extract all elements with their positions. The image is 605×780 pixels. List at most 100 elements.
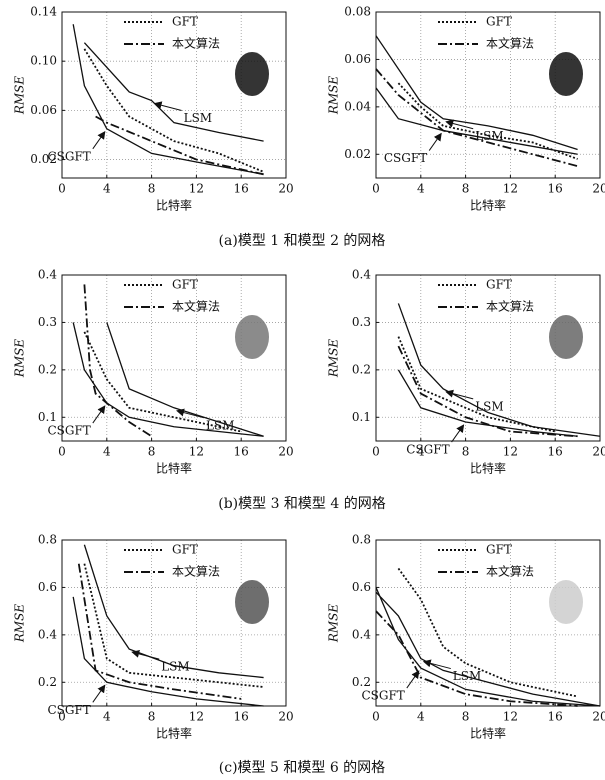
y-tick-label: 0.3: [352, 315, 371, 329]
y-tick-label: 0.6: [352, 580, 371, 594]
x-tick-label: 4: [103, 710, 111, 724]
y-tick-label: 0.8: [38, 533, 57, 547]
line-series: [83, 563, 264, 688]
annotation-arrow: [153, 101, 182, 112]
x-tick-label: 12: [189, 182, 204, 196]
line-series: [397, 82, 578, 160]
annotation: LSM: [475, 399, 503, 413]
annotation-arrow: [451, 424, 465, 443]
line-series: [397, 303, 601, 437]
x-tick-label: 4: [103, 445, 111, 459]
annotation-arrow: [131, 649, 160, 660]
line-series: [72, 24, 264, 175]
x-tick-label: 0: [372, 445, 380, 459]
caption: (b)模型 3 和模型 4 的网格: [218, 496, 386, 512]
legend-label: 本文算法: [486, 36, 534, 51]
annotation: CSGFT: [361, 689, 404, 703]
x-tick-label: 16: [234, 710, 249, 724]
x-tick-label: 12: [503, 710, 518, 724]
legend-label: GFT: [172, 15, 198, 29]
y-tick-label: 0.6: [38, 580, 57, 594]
legend-label: 本文算法: [172, 564, 220, 579]
y-tick-label: 0.08: [344, 5, 371, 19]
line-series: [106, 322, 264, 437]
x-tick-label: 0: [372, 710, 380, 724]
y-axis-label: RMSE: [327, 604, 341, 644]
y-tick-label: 0.1: [352, 410, 371, 424]
annotation: LSM: [453, 669, 481, 683]
line-series: [375, 87, 578, 155]
model-image: [235, 52, 269, 96]
model-image: [235, 580, 269, 624]
legend-label: GFT: [172, 543, 198, 557]
line-series: [72, 596, 264, 707]
annotation: CSGFT: [47, 703, 90, 717]
y-tick-label: 0.10: [30, 54, 57, 68]
y-tick-label: 0.06: [30, 103, 57, 117]
x-tick-label: 8: [462, 710, 470, 724]
y-axis-label: RMSE: [13, 76, 27, 116]
y-tick-label: 0.14: [30, 5, 57, 19]
plot-frame: [375, 274, 601, 442]
plot-frame: [61, 539, 287, 707]
x-tick-label: 4: [417, 445, 425, 459]
x-tick-label: 8: [462, 182, 470, 196]
y-tick-label: 0.2: [352, 362, 371, 376]
x-tick-label: 4: [417, 182, 425, 196]
y-axis-label: RMSE: [13, 339, 27, 379]
x-tick-label: 12: [503, 445, 518, 459]
legend-label: 本文算法: [486, 564, 534, 579]
legend-label: 本文算法: [172, 36, 220, 51]
x-tick-label: 16: [548, 445, 563, 459]
x-tick-label: 20: [592, 445, 605, 459]
plot-frame: [61, 274, 287, 442]
line-series: [375, 591, 601, 707]
line-series: [83, 284, 153, 438]
x-tick-label: 0: [372, 182, 380, 196]
annotation: LSM: [161, 660, 189, 674]
model-image: [549, 580, 583, 624]
y-tick-label: 0.4: [352, 627, 371, 641]
x-tick-label: 20: [278, 182, 293, 196]
annotation-arrow: [92, 405, 106, 424]
annotation: CSGFT: [384, 151, 427, 165]
x-tick-label: 20: [278, 445, 293, 459]
annotation: CSGFT: [47, 424, 90, 438]
x-tick-label: 0: [58, 182, 66, 196]
annotation: CSGFT: [47, 149, 90, 163]
line-series: [375, 610, 578, 707]
legend-label: 本文算法: [172, 299, 220, 314]
line-series: [397, 567, 578, 698]
annotation: CSGFT: [406, 443, 449, 457]
x-tick-label: 12: [503, 182, 518, 196]
x-tick-label: 16: [234, 182, 249, 196]
y-tick-label: 0.4: [38, 627, 57, 641]
x-axis-label: 比特率: [156, 726, 192, 741]
x-axis-label: 比特率: [470, 198, 506, 213]
line-series: [397, 345, 578, 438]
x-axis-label: 比特率: [156, 461, 192, 476]
model-image: [235, 315, 269, 359]
line-series: [397, 369, 578, 437]
legend-label: GFT: [486, 15, 512, 29]
x-axis-label: 比特率: [470, 461, 506, 476]
line-series: [375, 35, 578, 151]
line-series: [72, 322, 264, 437]
x-axis-label: 比特率: [156, 198, 192, 213]
x-tick-label: 8: [148, 182, 156, 196]
plot-frame: [61, 11, 287, 179]
model-image: [549, 52, 583, 96]
line-series: [375, 68, 578, 168]
legend-label: GFT: [172, 278, 198, 292]
annotation-arrow: [406, 670, 420, 689]
annotation-arrow: [92, 130, 106, 150]
y-tick-label: 0.02: [344, 147, 371, 161]
y-tick-label: 0.2: [352, 675, 371, 689]
model-image: [549, 315, 583, 359]
y-axis-label: RMSE: [13, 604, 27, 644]
line-series: [397, 336, 556, 433]
annotation-arrow: [422, 659, 451, 670]
annotation-arrow: [176, 408, 205, 419]
line-series: [95, 115, 264, 176]
